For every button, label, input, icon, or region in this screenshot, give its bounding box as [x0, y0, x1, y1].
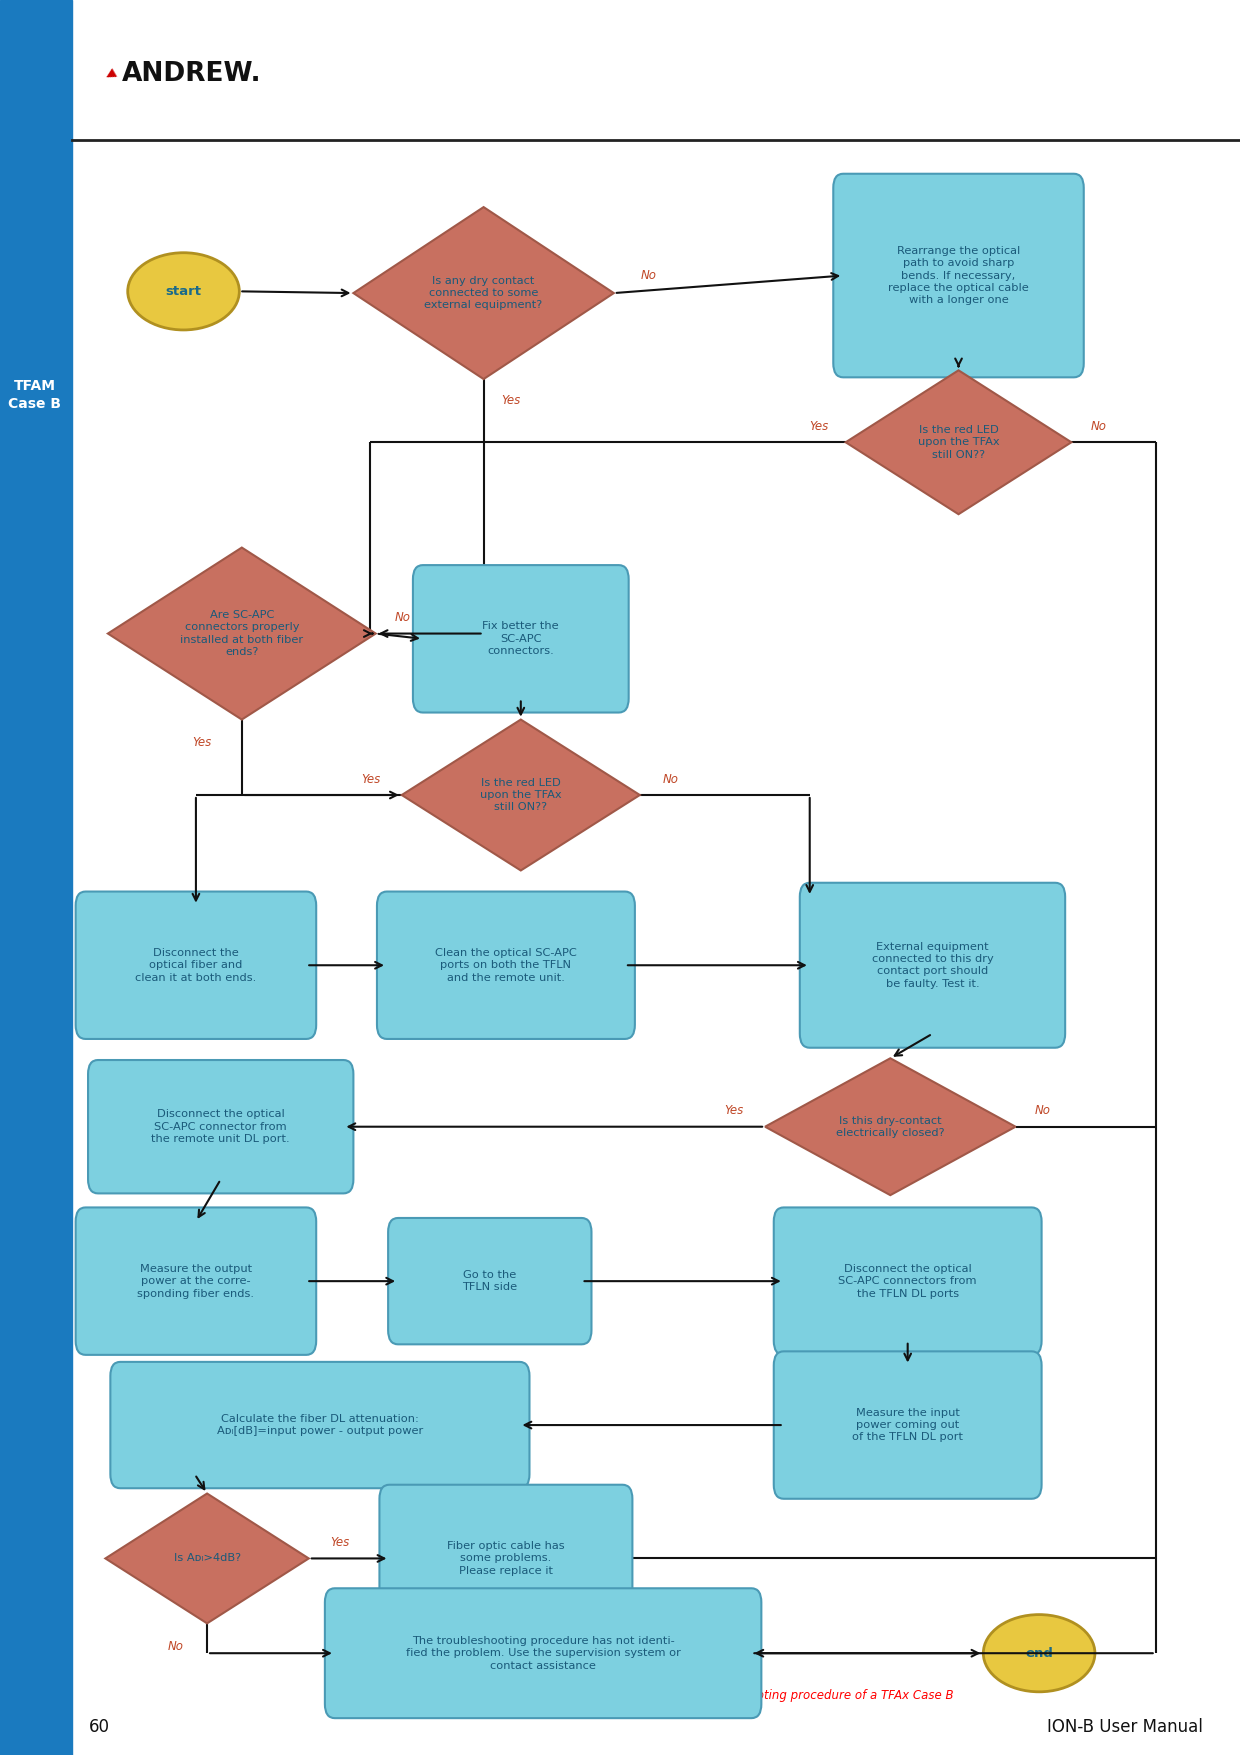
Text: Yes: Yes — [330, 1536, 350, 1550]
Text: Disconnect the optical
SC-APC connector from
the remote unit DL port.: Disconnect the optical SC-APC connector … — [151, 1109, 290, 1144]
Bar — [0, 0, 72, 1755]
Polygon shape — [846, 370, 1071, 514]
Text: Go to the
TFLN side: Go to the TFLN side — [463, 1271, 517, 1292]
FancyBboxPatch shape — [76, 892, 316, 1039]
Ellipse shape — [128, 253, 239, 330]
Text: end: end — [1025, 1646, 1053, 1660]
FancyBboxPatch shape — [377, 892, 635, 1039]
Text: Figure 3.3.14 (b): Flow-chart describing the quick troubleshooting procedure of : Figure 3.3.14 (b): Flow-chart describing… — [398, 1688, 954, 1702]
FancyBboxPatch shape — [388, 1218, 591, 1344]
Text: start: start — [165, 284, 202, 298]
FancyBboxPatch shape — [325, 1588, 761, 1718]
FancyBboxPatch shape — [774, 1351, 1042, 1499]
Text: Disconnect the
optical fiber and
clean it at both ends.: Disconnect the optical fiber and clean i… — [135, 948, 257, 983]
FancyBboxPatch shape — [800, 883, 1065, 1048]
Text: Yes: Yes — [724, 1104, 744, 1118]
Polygon shape — [105, 1494, 309, 1623]
Text: The troubleshooting procedure has not identi-
fied the problem. Use the supervis: The troubleshooting procedure has not id… — [405, 1636, 681, 1671]
Text: No: No — [169, 1639, 184, 1653]
FancyBboxPatch shape — [833, 174, 1084, 377]
Polygon shape — [108, 548, 376, 720]
FancyBboxPatch shape — [379, 1485, 632, 1632]
Text: Fiber optic cable has
some problems.
Please replace it: Fiber optic cable has some problems. Ple… — [448, 1541, 564, 1576]
FancyBboxPatch shape — [110, 1362, 529, 1488]
Text: Measure the input
power coming out
of the TFLN DL port: Measure the input power coming out of th… — [852, 1408, 963, 1443]
Text: Yes: Yes — [501, 393, 521, 407]
Text: Is this dry-contact
electrically closed?: Is this dry-contact electrically closed? — [836, 1116, 945, 1137]
Text: Is the red LED
upon the TFAx
still ON??: Is the red LED upon the TFAx still ON?? — [480, 777, 562, 813]
Text: No: No — [663, 772, 678, 786]
Text: Are SC-APC
connectors properly
installed at both fiber
ends?: Are SC-APC connectors properly installed… — [180, 611, 304, 656]
Text: 60: 60 — [89, 1718, 110, 1736]
Ellipse shape — [983, 1615, 1095, 1692]
FancyBboxPatch shape — [76, 1207, 316, 1355]
Text: Disconnect the optical
SC-APC connectors from
the TFLN DL ports: Disconnect the optical SC-APC connectors… — [838, 1264, 977, 1299]
Text: Calculate the fiber DL attenuation:
Aᴅₗ[dB]=input power - output power: Calculate the fiber DL attenuation: Aᴅₗ[… — [217, 1415, 423, 1436]
Polygon shape — [765, 1058, 1016, 1195]
Text: Yes: Yes — [192, 735, 212, 749]
Text: No: No — [641, 269, 656, 283]
Text: Yes: Yes — [361, 772, 381, 786]
Text: Yes: Yes — [808, 419, 828, 433]
Text: ANDREW.: ANDREW. — [122, 61, 262, 86]
Text: Measure the output
power at the corre-
sponding fiber ends.: Measure the output power at the corre- s… — [138, 1264, 254, 1299]
FancyBboxPatch shape — [88, 1060, 353, 1193]
Text: Fix better the
SC-APC
connectors.: Fix better the SC-APC connectors. — [482, 621, 559, 656]
Text: No: No — [396, 611, 410, 625]
Text: No: No — [1035, 1104, 1050, 1118]
Text: Rearrange the optical
path to avoid sharp
bends. If necessary,
replace the optic: Rearrange the optical path to avoid shar… — [888, 246, 1029, 305]
Text: Is the red LED
upon the TFAx
still ON??: Is the red LED upon the TFAx still ON?? — [918, 425, 999, 460]
Text: Is any dry contact
connected to some
external equipment?: Is any dry contact connected to some ext… — [424, 276, 543, 311]
Text: Is Aᴅₗ>4dB?: Is Aᴅₗ>4dB? — [174, 1553, 241, 1564]
Text: TFAM
Case B: TFAM Case B — [9, 379, 61, 411]
Polygon shape — [353, 207, 614, 379]
Polygon shape — [402, 720, 640, 870]
Text: External equipment
connected to this dry
contact port should
be faulty. Test it.: External equipment connected to this dry… — [872, 942, 993, 988]
Text: ION-B User Manual: ION-B User Manual — [1047, 1718, 1203, 1736]
Text: ◀: ◀ — [103, 65, 118, 82]
Text: Clean the optical SC-APC
ports on both the TFLN
and the remote unit.: Clean the optical SC-APC ports on both t… — [435, 948, 577, 983]
FancyBboxPatch shape — [774, 1207, 1042, 1355]
FancyBboxPatch shape — [413, 565, 629, 713]
Text: No: No — [1091, 419, 1106, 433]
